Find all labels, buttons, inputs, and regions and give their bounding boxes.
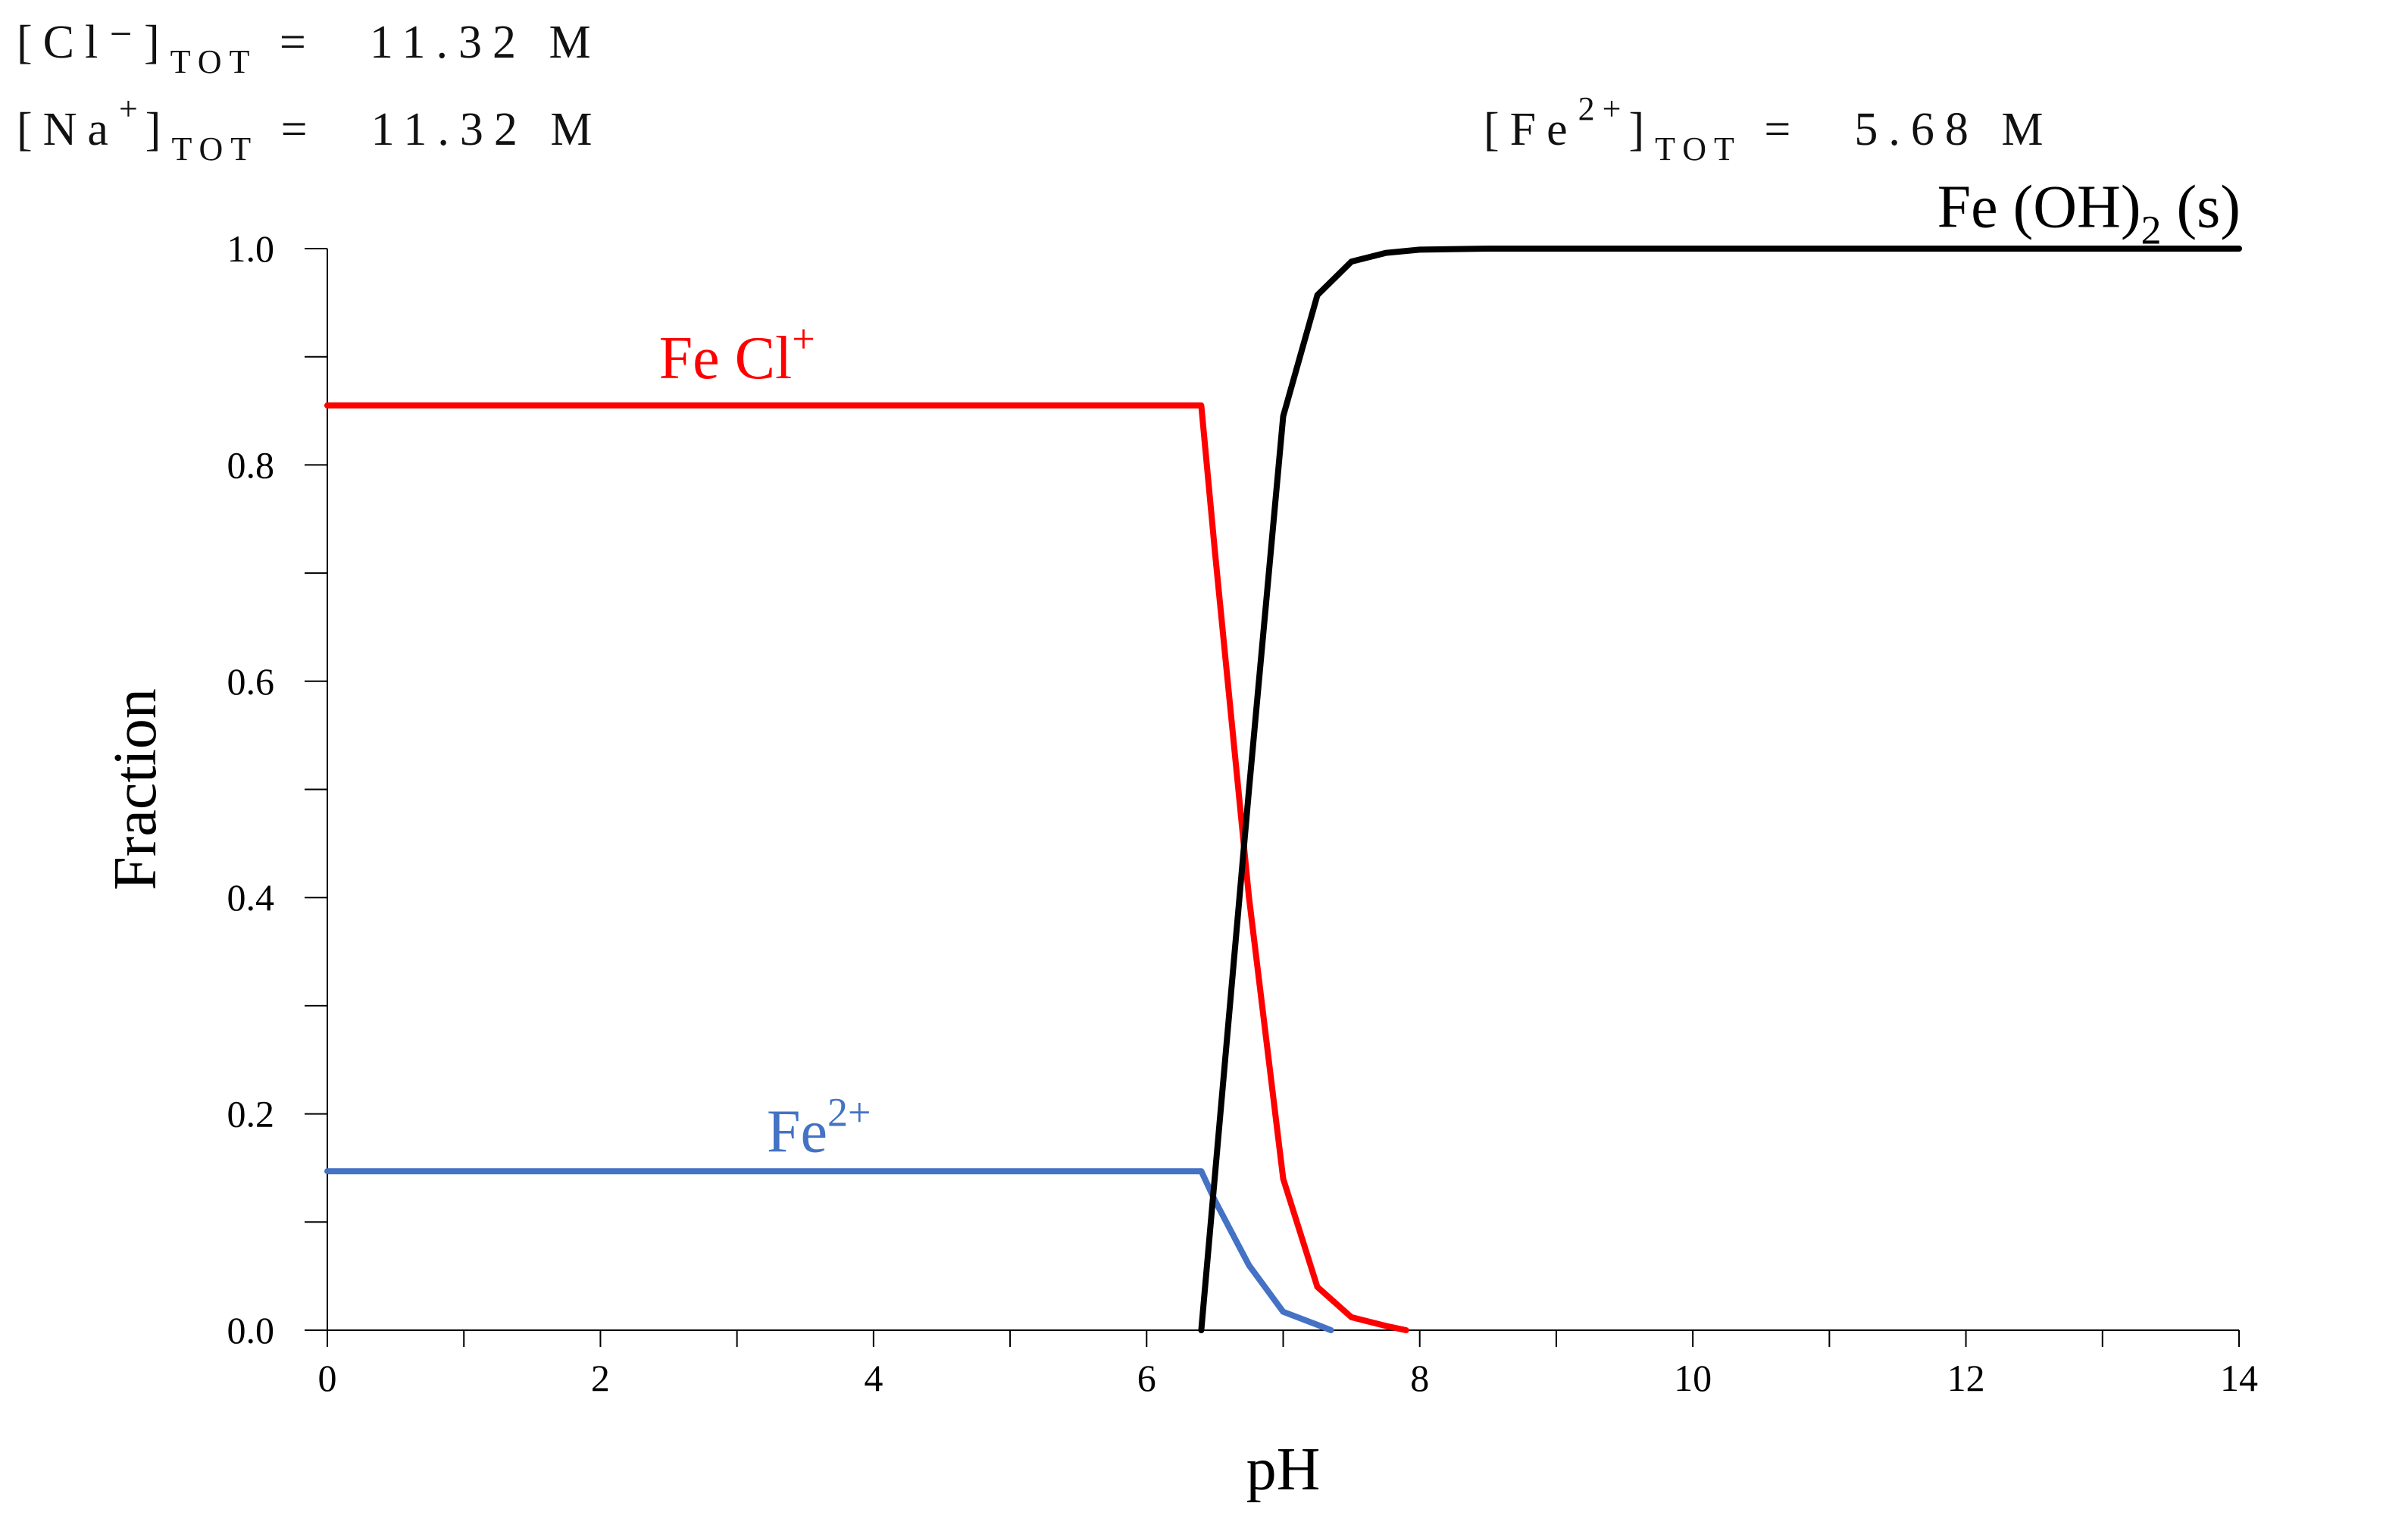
fe-total-readout: [Fe2+]TOT = 5.68 M — [1484, 89, 2053, 168]
series-line-0 — [324, 402, 1409, 1333]
x-tick-label: 8 — [1410, 1357, 1429, 1399]
na-total-readout: [Na+]TOT = 11.32 M — [17, 89, 602, 168]
series-label-2: Fe (OH)2 (s) — [1937, 174, 2241, 252]
x-tick-label: 12 — [1947, 1357, 1985, 1399]
series-label-sup: + — [792, 316, 815, 362]
na-species: [Na — [17, 104, 119, 155]
y-tick-label: 0.8 — [227, 443, 275, 486]
series-line-2 — [1198, 246, 2242, 1333]
fe-sub: TOT — [1655, 130, 1742, 168]
series-lines — [324, 246, 2242, 1333]
series-line-1 — [324, 1168, 1334, 1333]
y-tick-label: 1.0 — [227, 227, 275, 270]
y-axis-title: Fraction — [102, 688, 169, 891]
na-charge: + — [118, 90, 145, 127]
x-tick-label: 6 — [1137, 1357, 1156, 1399]
axes: 0 2 4 6 8 10 12 14 0.0 0.2 0.4 0.6 0.8 1.0 — [227, 227, 2259, 1399]
y-tick-label: 0.6 — [227, 660, 275, 703]
series-label-sup: 2+ — [827, 1090, 871, 1135]
series-label-base: Fe Cl — [659, 325, 793, 392]
na-close: ] — [145, 104, 172, 155]
y-tick-label: 0.0 — [227, 1309, 275, 1351]
x-tick-label: 4 — [864, 1357, 883, 1399]
series-label-sub: 2 — [2141, 207, 2161, 252]
na-value: 11.32 M — [371, 104, 603, 155]
x-axis-title: pH — [1246, 1436, 1321, 1503]
x-tick-label: 0 — [318, 1357, 337, 1399]
series-label-tail: (s) — [2161, 174, 2240, 240]
cl-total-readout: [Cl⁻]TOT = 11.32 M — [17, 14, 602, 81]
fe-charge: 2+ — [1578, 90, 1629, 127]
y-tick-label: 0.2 — [227, 1093, 275, 1135]
cl-eq: = — [279, 17, 317, 68]
x-tick-label: 2 — [591, 1357, 610, 1399]
na-eq: = — [280, 104, 318, 155]
fe-eq: = — [1764, 104, 1802, 155]
cl-sub: TOT — [170, 42, 258, 80]
series-label-base: Fe (OH) — [1937, 174, 2141, 240]
series-label-1: Fe2+ — [767, 1090, 871, 1166]
fe-close: ] — [1628, 104, 1656, 155]
fe-value: 5.68 M — [1854, 104, 2054, 155]
cl-value: 11.32 M — [369, 17, 602, 68]
y-tick-label: 0.4 — [227, 876, 275, 919]
cl-species: [Cl⁻] — [17, 17, 170, 68]
na-sub: TOT — [171, 130, 259, 168]
series-labels: Fe Cl+Fe2+Fe (OH)2 (s) — [659, 174, 2241, 1165]
series-label-0: Fe Cl+ — [659, 316, 815, 392]
x-tick-label: 10 — [1674, 1357, 1712, 1399]
series-label-base: Fe — [767, 1099, 827, 1166]
x-tick-label: 14 — [2220, 1357, 2258, 1399]
fe-species: [Fe — [1484, 104, 1578, 155]
